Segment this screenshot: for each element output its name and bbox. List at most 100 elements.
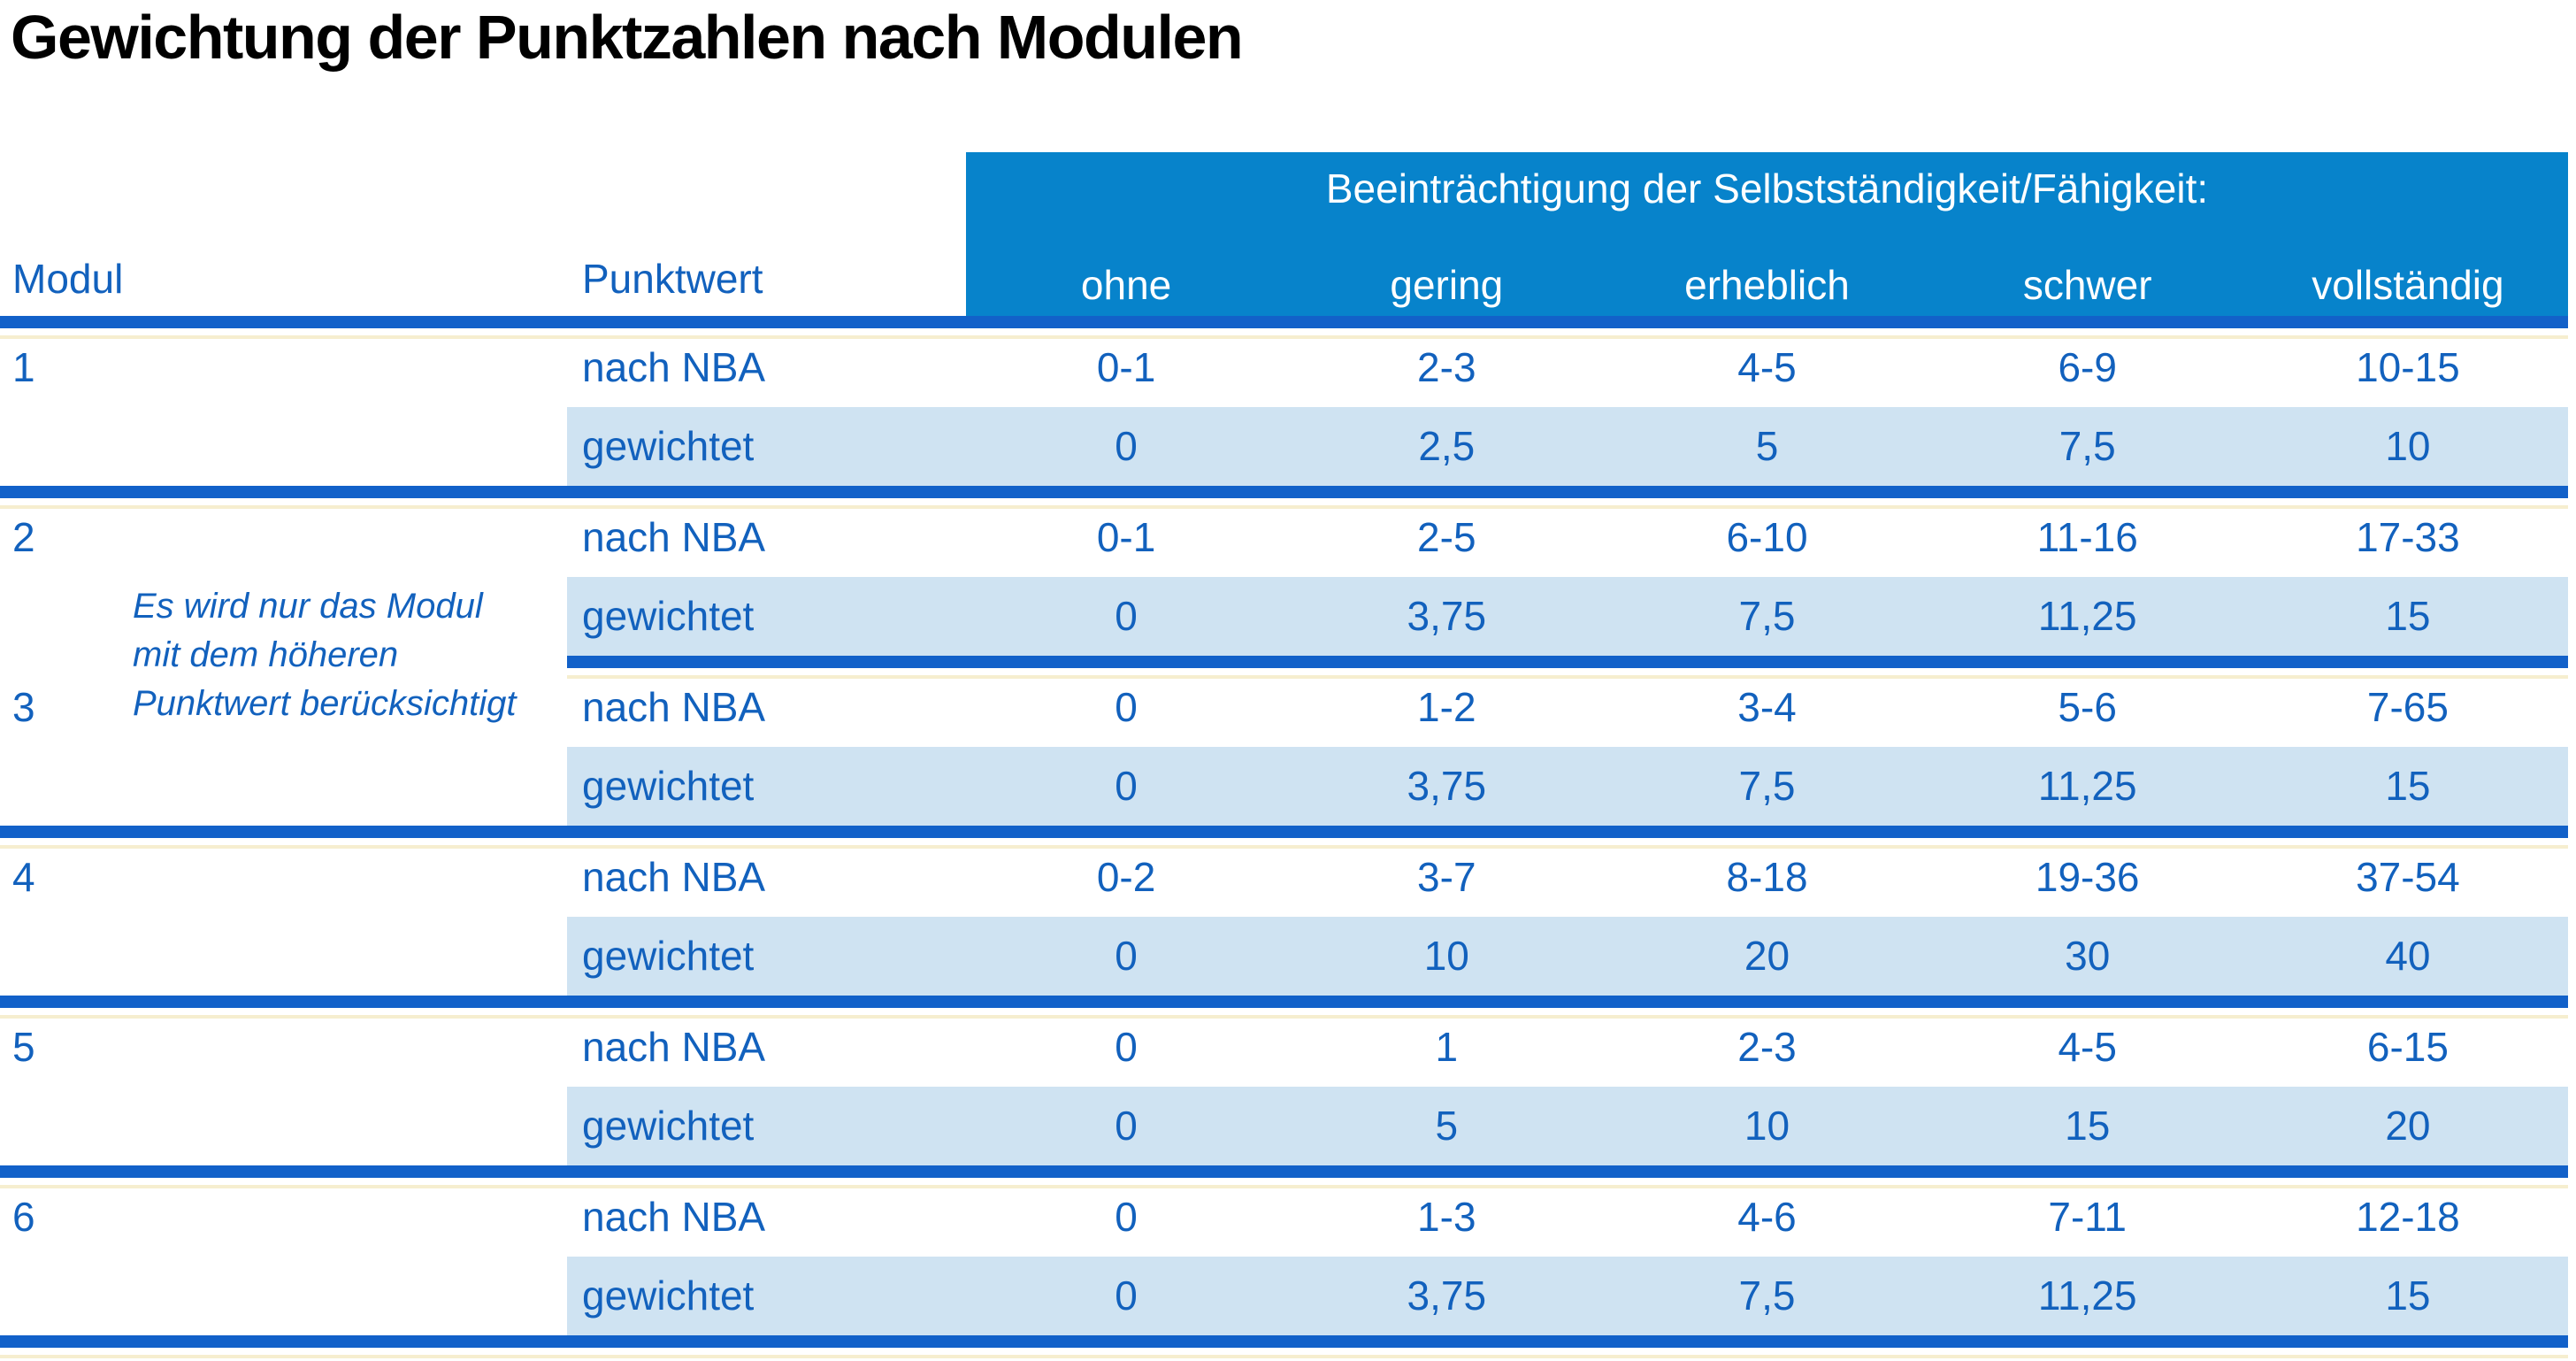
value-cell: 0-1 xyxy=(1096,514,1156,560)
module-number: 3 xyxy=(12,684,35,730)
row-label-nba: nach NBA xyxy=(582,1024,766,1070)
module-number-spacer xyxy=(0,747,567,826)
value-cell: 0 xyxy=(1115,684,1138,730)
col-header-erheblich: erheblich xyxy=(1684,262,1850,308)
module-number-spacer xyxy=(0,407,567,486)
value-cell: 1-3 xyxy=(1417,1194,1476,1240)
row-nach-nba: 2 nach NBA 0-1 2-5 6-10 11-16 17-33 xyxy=(0,498,2568,577)
value-cell: 6-10 xyxy=(1726,514,1808,560)
row-label-nba: nach NBA xyxy=(582,514,766,560)
value-cell: 7,5 xyxy=(1738,763,1796,809)
value-cell: 15 xyxy=(2385,1273,2431,1319)
value-cell: 15 xyxy=(2385,763,2431,809)
value-cell: 7,5 xyxy=(1738,593,1796,639)
value-cell: 0 xyxy=(1115,763,1138,809)
module-group-4: 4 nach NBA 0-2 3-7 8-18 19-36 37-54 gewi… xyxy=(0,838,2568,1019)
col-header-punktwert: Punktwert xyxy=(582,256,763,302)
value-cell: 12-18 xyxy=(2356,1194,2460,1240)
value-cell: 4-5 xyxy=(1737,344,1797,390)
module-number-spacer xyxy=(0,1087,567,1165)
column-headers-row: ohne gering erheblich schwer vollständig xyxy=(966,261,2568,309)
row-gewichtet: gewichtet 0 3,75 7,5 11,25 15 xyxy=(0,747,2568,826)
row-label-nba: nach NBA xyxy=(582,1194,766,1240)
module-group-3: 3 nach NBA 0 1-2 3-4 5-6 7-65 gewichtet … xyxy=(0,668,2568,849)
col-header-gering: gering xyxy=(1390,262,1504,308)
value-cell: 1 xyxy=(1435,1024,1459,1070)
value-cell: 7-11 xyxy=(2048,1194,2128,1240)
row-label-nba: nach NBA xyxy=(582,854,766,900)
value-cell: 6-9 xyxy=(2058,344,2117,390)
module-number: 4 xyxy=(12,854,35,900)
row-label-gewichtet: gewichtet xyxy=(582,763,755,809)
value-cell: 19-36 xyxy=(2035,854,2140,900)
separator-line xyxy=(0,996,2568,1019)
value-cell: 0 xyxy=(1115,423,1138,469)
value-cell: 5 xyxy=(1755,423,1779,469)
module-number: 1 xyxy=(12,344,35,390)
module-number: 2 xyxy=(12,514,35,560)
module-group-5: 5 nach NBA 0 1 2-3 4-5 6-15 gewichtet 0 … xyxy=(0,1008,2568,1188)
note-modules-2-3: Es wird nur das Modul mit dem höheren Pu… xyxy=(133,582,517,728)
row-nach-nba: 1 nach NBA 0-1 2-3 4-5 6-9 10-15 xyxy=(0,328,2568,407)
value-cell: 2-3 xyxy=(1737,1024,1797,1070)
row-nach-nba: 4 nach NBA 0-2 3-7 8-18 19-36 37-54 xyxy=(0,838,2568,917)
value-cell: 20 xyxy=(2385,1103,2431,1149)
col-header-ohne: ohne xyxy=(1080,262,1172,308)
value-cell: 15 xyxy=(2385,593,2431,639)
row-gewichtet: gewichtet 0 10 20 30 40 xyxy=(0,917,2568,996)
module-number-spacer xyxy=(0,917,567,996)
value-cell: 4-5 xyxy=(2058,1024,2117,1070)
page-title: Gewichtung der Punktzahlen nach Modulen xyxy=(11,3,1244,72)
value-cell: 5 xyxy=(1435,1103,1459,1149)
module-group-2: 2 nach NBA 0-1 2-5 6-10 11-16 17-33 gewi… xyxy=(0,498,2568,679)
value-cell: 15 xyxy=(2065,1103,2111,1149)
value-cell: 40 xyxy=(2385,933,2431,979)
row-gewichtet: gewichtet 0 3,75 7,5 11,25 15 xyxy=(0,1257,2568,1335)
value-cell: 7-65 xyxy=(2366,684,2449,730)
row-label-gewichtet: gewichtet xyxy=(582,1273,755,1319)
module-group-1: 1 nach NBA 0-1 2-3 4-5 6-9 10-15 gewicht… xyxy=(0,328,2568,509)
row-gewichtet: gewichtet 0 5 10 15 20 xyxy=(0,1087,2568,1165)
value-cell: 3-4 xyxy=(1737,684,1797,730)
value-cell: 0 xyxy=(1115,593,1138,639)
value-cell: 10-15 xyxy=(2356,344,2460,390)
value-cell: 7,5 xyxy=(1738,1273,1796,1319)
value-cell: 0-2 xyxy=(1096,854,1156,900)
table-body: 1 nach NBA 0-1 2-3 4-5 6-9 10-15 gewicht… xyxy=(0,328,2568,1358)
value-cell: 0 xyxy=(1115,1273,1138,1319)
row-label-nba: nach NBA xyxy=(582,684,766,730)
banner-title: Beeinträchtigung der Selbstständigkeit/F… xyxy=(1325,165,2209,211)
module-number: 5 xyxy=(12,1024,35,1070)
value-cell: 11-16 xyxy=(2036,514,2138,560)
col-header-modul: Modul xyxy=(12,256,124,302)
separator-line xyxy=(0,1165,2568,1188)
separator-line-partial xyxy=(567,656,2568,679)
value-cell: 0 xyxy=(1115,1103,1138,1149)
value-cell: 0 xyxy=(1115,933,1138,979)
value-cell: 7,5 xyxy=(2058,423,2116,469)
row-label-gewichtet: gewichtet xyxy=(582,1103,755,1149)
col-header-vollstaendig: vollständig xyxy=(2312,262,2504,308)
header-separator-line xyxy=(0,316,2568,339)
value-cell: 10 xyxy=(1744,1103,1790,1149)
value-cell: 11,25 xyxy=(2037,1273,2137,1319)
value-cell: 11,25 xyxy=(2037,593,2137,639)
value-cell: 3,75 xyxy=(1407,763,1487,809)
row-label-gewichtet: gewichtet xyxy=(582,593,755,639)
row-nach-nba: 6 nach NBA 0 1-3 4-6 7-11 12-18 xyxy=(0,1178,2568,1257)
value-cell: 5-6 xyxy=(2058,684,2117,730)
module-number: 6 xyxy=(12,1194,35,1240)
row-label-nba: nach NBA xyxy=(582,344,766,390)
value-cell: 3-7 xyxy=(1417,854,1476,900)
module-group-6: 6 nach NBA 0 1-3 4-6 7-11 12-18 gewichte… xyxy=(0,1178,2568,1358)
value-cell: 37-54 xyxy=(2356,854,2460,900)
value-cell: 10 xyxy=(2385,423,2431,469)
row-label-gewichtet: gewichtet xyxy=(582,423,755,469)
value-cell: 2-5 xyxy=(1417,514,1476,560)
value-cell: 0 xyxy=(1115,1024,1138,1070)
note-line: mit dem höheren xyxy=(133,635,399,674)
value-cell: 0 xyxy=(1115,1194,1138,1240)
value-cell: 2-3 xyxy=(1417,344,1476,390)
module-number-spacer xyxy=(0,1257,567,1335)
separator-line xyxy=(0,826,2568,849)
